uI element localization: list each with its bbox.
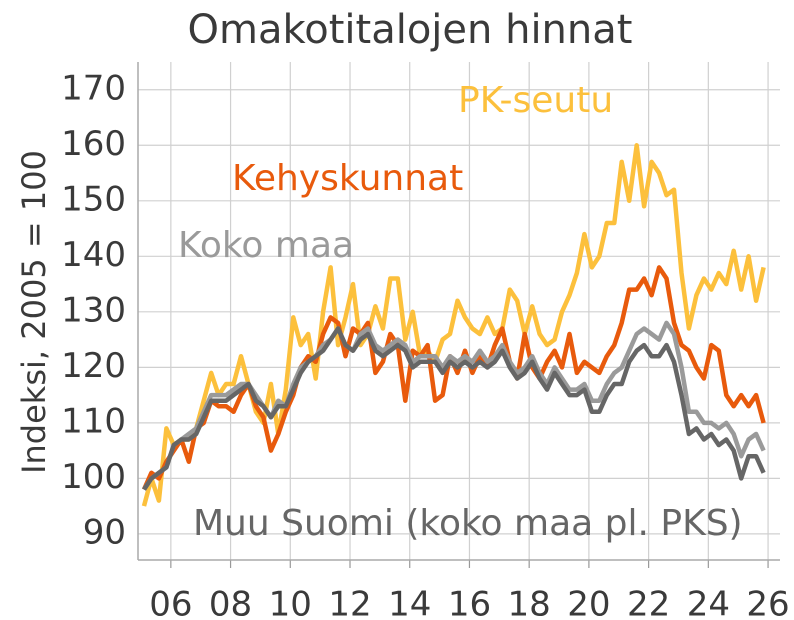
x-tick-label: 08 (209, 585, 252, 620)
y-tick-label: 140 (61, 235, 126, 275)
x-tick-label: 12 (328, 585, 371, 620)
x-tick-label: 10 (269, 585, 312, 620)
x-tick-label: 14 (388, 585, 431, 620)
y-tick-label: 90 (83, 512, 126, 552)
series-label: Koko maa (178, 225, 354, 266)
y-tick-label: 120 (61, 346, 126, 386)
y-tick-label: 110 (61, 401, 126, 441)
y-tick-label: 130 (61, 290, 126, 330)
x-tick-label: 22 (627, 585, 670, 620)
series-label: Muu Suomi (koko maa pl. PKS) (193, 503, 743, 544)
series-label: PK-seutu (458, 80, 613, 121)
series-label: Kehyskunnat (232, 158, 463, 199)
y-axis-label: Indeksi, 2005 = 100 (15, 150, 53, 474)
x-tick-label: 24 (687, 585, 730, 620)
series-line (142, 326, 766, 491)
x-tick-label: 16 (448, 585, 491, 620)
x-tick-label: 26 (746, 585, 789, 620)
x-tick-label: 20 (567, 585, 610, 620)
chart-title: Omakotitalojen hinnat (188, 7, 633, 53)
series-line (141, 143, 766, 507)
x-tick-label: 18 (508, 585, 551, 620)
y-tick-label: 150 (61, 179, 126, 219)
y-tick-label: 160 (61, 124, 126, 164)
y-tick-label: 170 (61, 68, 126, 108)
y-tick-label: 100 (61, 457, 126, 497)
x-tick-label: 06 (149, 585, 192, 620)
